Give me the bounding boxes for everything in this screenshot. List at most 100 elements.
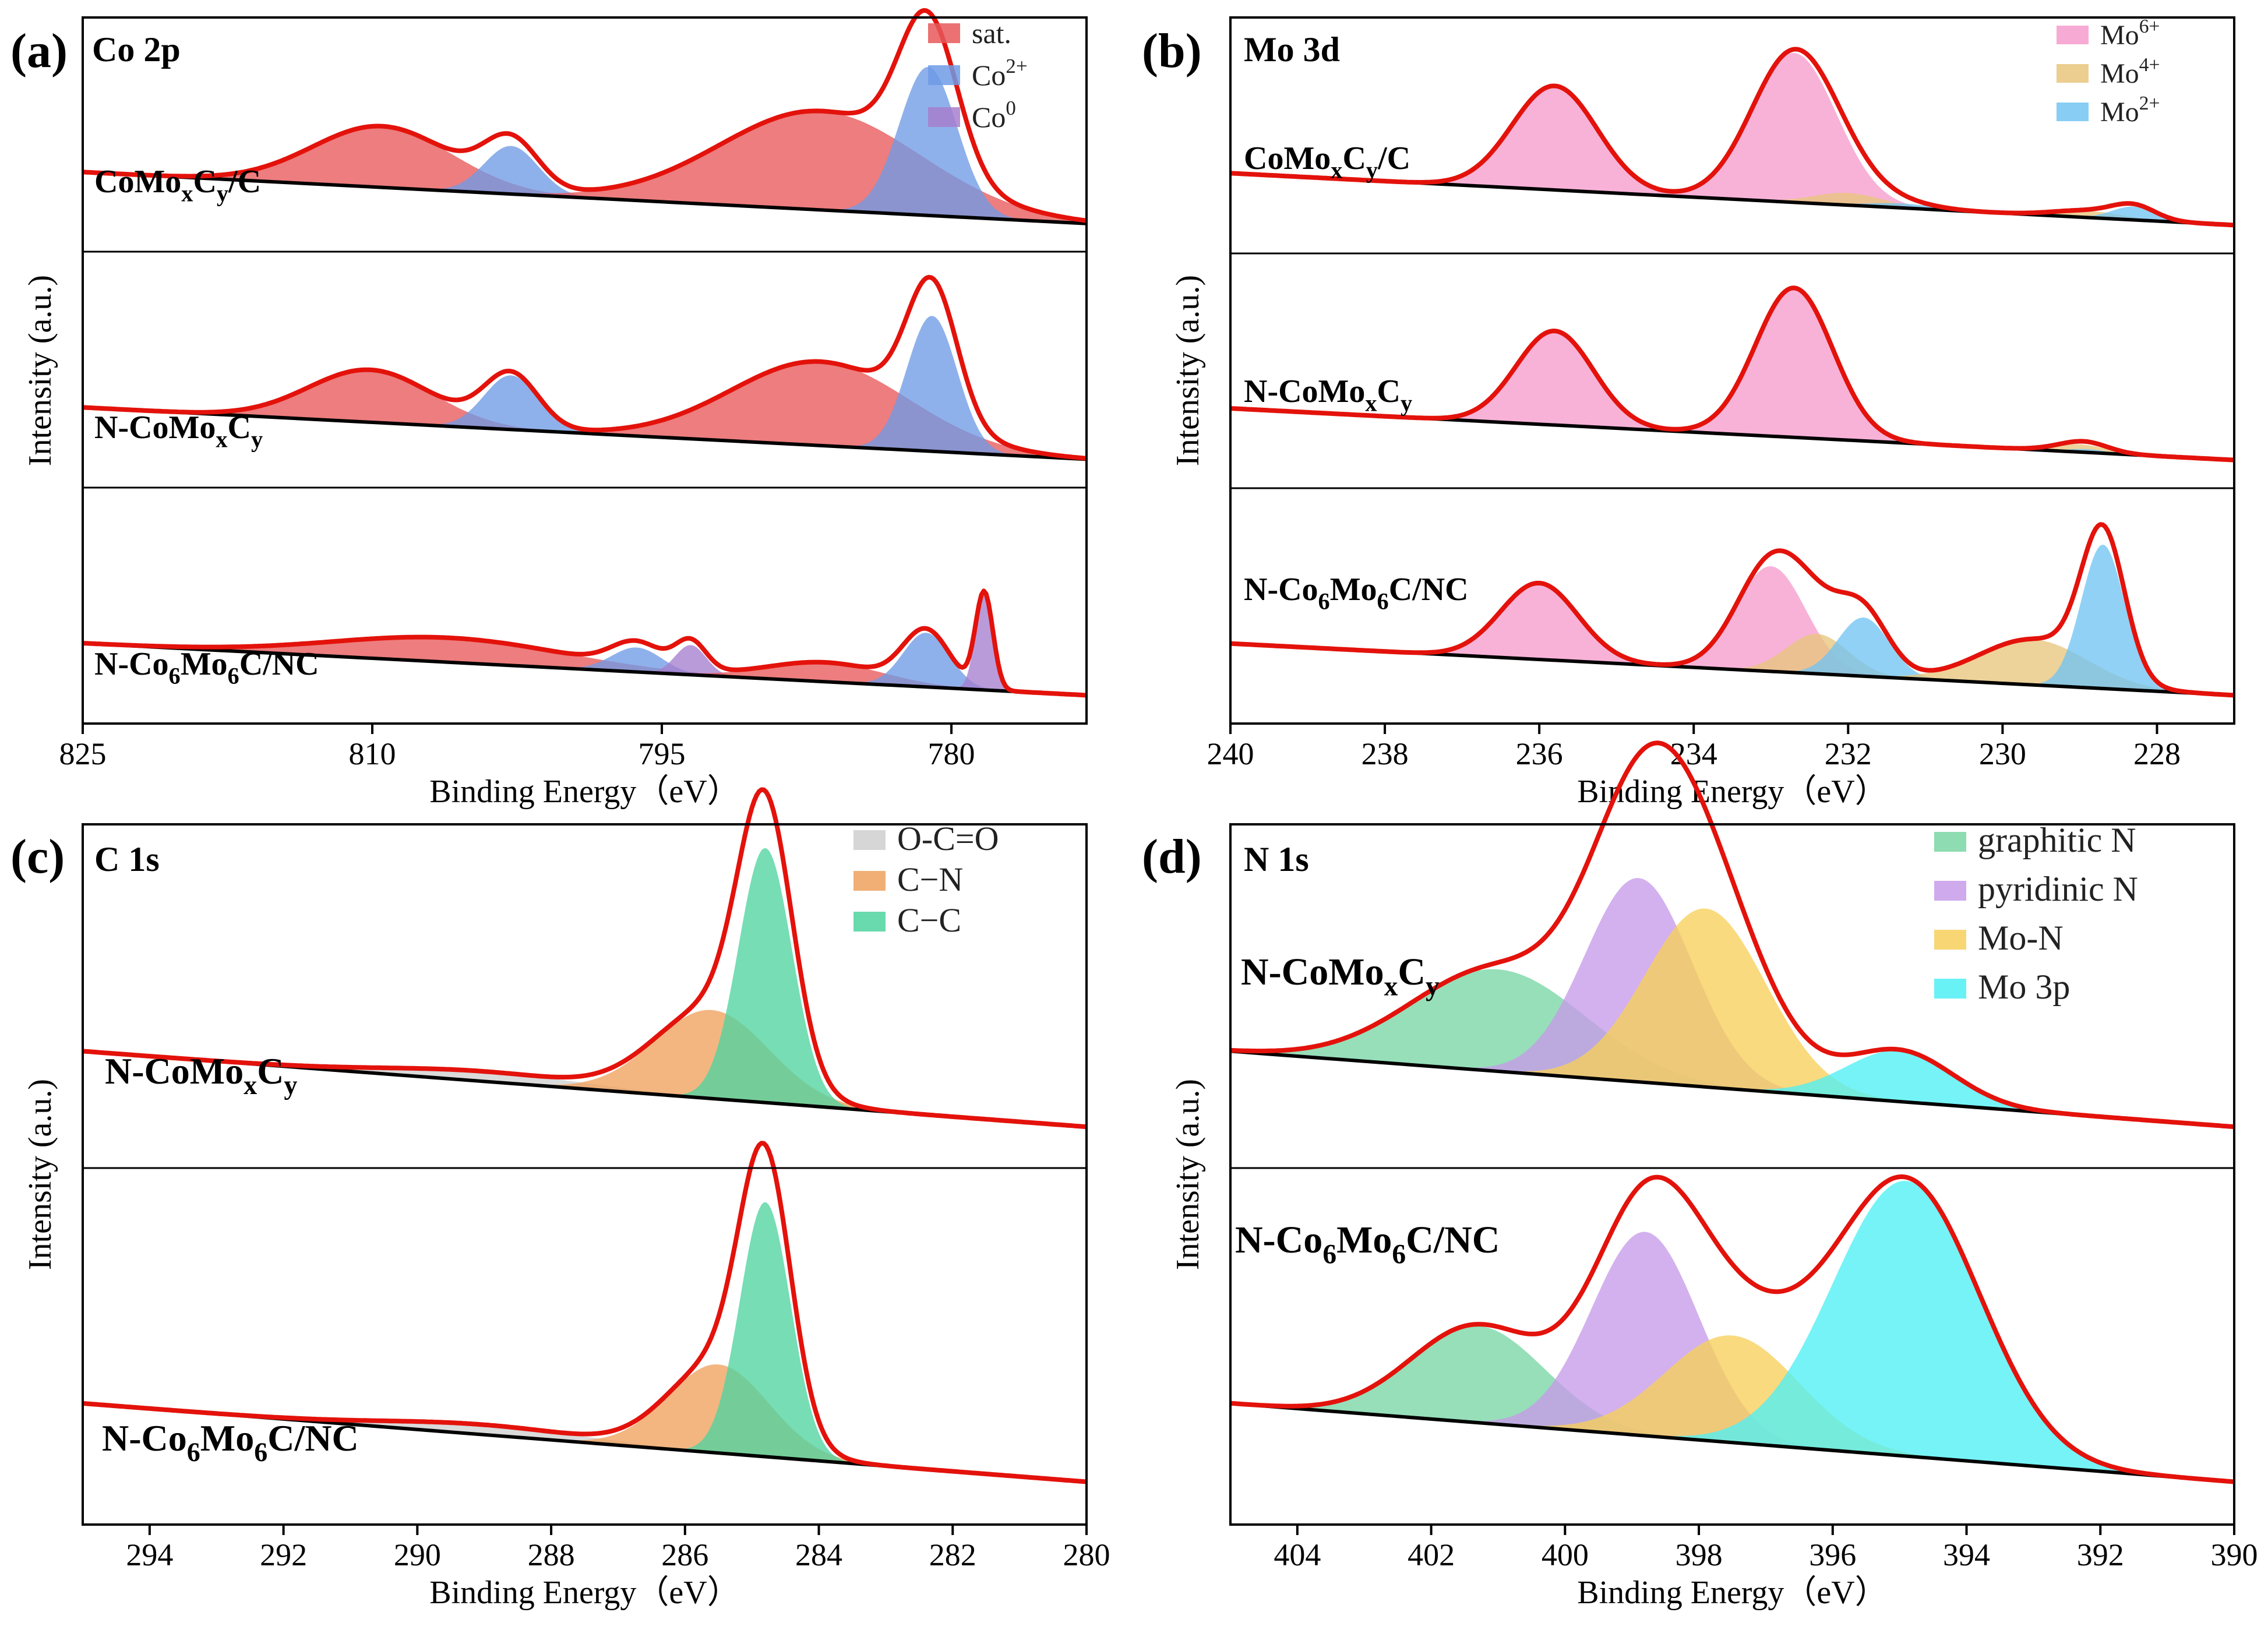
sample-label: N-CoMox​Cy​ xyxy=(1241,951,1440,1001)
x-tick-label: 396 xyxy=(1809,1537,1856,1572)
y-axis-label: Intensity (a.u.) xyxy=(22,275,58,466)
sample-label: N-Co6​Mo6​C/NC xyxy=(94,646,319,689)
fit-envelope xyxy=(82,787,1087,1130)
peak-sat--2 xyxy=(83,111,1087,224)
peak-mo6--1 xyxy=(1230,52,2234,225)
peak-co2--3 xyxy=(83,316,1087,460)
x-tick-label: 238 xyxy=(1361,736,1409,771)
x-axis-label: Binding Energy（eV） xyxy=(429,774,739,810)
x-tick-label: 280 xyxy=(1063,1537,1110,1572)
legend-entry: Co2+​ xyxy=(972,55,1028,91)
panel-d: N-CoMox​Cy​ N-Co6​Mo6​C/NC 404 402 400 398 396… xyxy=(1142,740,2258,1611)
x-tick-label: 282 xyxy=(929,1537,976,1572)
x-tick-label: 810 xyxy=(349,736,396,771)
fit-envelope xyxy=(1230,522,2235,698)
plot-frame xyxy=(82,16,1088,725)
plot-frame xyxy=(82,823,1088,1526)
legend-swatch xyxy=(1934,832,1966,852)
legend-entry: Mo-N xyxy=(1978,919,2064,957)
legend-swatch xyxy=(1934,881,1966,901)
x-axis-label: Binding Energy（eV） xyxy=(429,1575,739,1611)
panel-label: (d) xyxy=(1142,830,1202,884)
x-tick-label: 284 xyxy=(795,1537,842,1572)
peak-graphitic-n-0 xyxy=(1230,969,2234,1127)
legend-swatch xyxy=(928,107,960,127)
peak-sat--0 xyxy=(83,369,1087,460)
peak-mo-3p-3 xyxy=(1230,1181,2234,1482)
x-tick-label: 392 xyxy=(2077,1537,2124,1572)
x-tick-label: 398 xyxy=(1676,1537,1723,1572)
sample-label: N-Co6​Mo6​C/NC xyxy=(102,1417,359,1467)
panel-title: Mo 3d xyxy=(1244,30,1340,69)
legend-swatch xyxy=(928,65,960,85)
legend-swatch xyxy=(853,912,886,932)
x-tick-label: 402 xyxy=(1408,1537,1455,1572)
legend-swatch xyxy=(928,23,960,43)
fit-envelope xyxy=(1230,1174,2235,1484)
panel-title: C 1s xyxy=(94,840,160,879)
y-axis-label: Intensity (a.u.) xyxy=(22,1079,58,1270)
x-tick-label: 404 xyxy=(1274,1537,1321,1572)
background-line xyxy=(82,405,1087,461)
legend-entry: Mo4+​ xyxy=(2100,54,2160,89)
x-tick-label: 780 xyxy=(928,736,975,771)
peak-graphitic-n-0 xyxy=(1230,1325,2234,1482)
y-axis-label: Intensity (a.u.) xyxy=(1170,1079,1206,1270)
sample-label: N-Co6​Mo6​C/NC xyxy=(1235,1219,1500,1269)
legend-entry: Mo 3p xyxy=(1978,968,2070,1006)
x-tick-label: 236 xyxy=(1516,736,1563,771)
x-tick-label: 286 xyxy=(661,1537,708,1572)
panel-a: CoMox​Cy​/C N-CoMox​Cy​ N-Co6​Mo6​C/NC 825 8… xyxy=(10,8,1088,810)
panel-label: (c) xyxy=(10,830,65,884)
background-line xyxy=(82,641,1087,697)
x-tick-label: 400 xyxy=(1542,1537,1589,1572)
legend-swatch xyxy=(1934,979,1966,999)
fit-envelope xyxy=(82,274,1087,461)
x-tick-label: 288 xyxy=(528,1537,575,1572)
y-axis-label: Intensity (a.u.) xyxy=(1170,275,1206,466)
fit-envelope xyxy=(1230,740,2235,1130)
x-tick-label: 390 xyxy=(2211,1537,2258,1572)
legend-swatch xyxy=(2057,64,2089,83)
x-tick-label: 825 xyxy=(59,736,107,771)
x-tick-label: 240 xyxy=(1207,736,1254,771)
x-tick-label: 294 xyxy=(126,1537,173,1572)
plot-frame xyxy=(1229,823,2235,1526)
sample-label: N-CoMox​Cy​ xyxy=(94,410,263,453)
background-line xyxy=(82,170,1087,225)
fit-envelope xyxy=(1230,47,2235,228)
peak-mo6--1 xyxy=(1230,288,2234,460)
legend-entry: Mo6+​ xyxy=(2100,16,2160,51)
legend-entry: O-C=O xyxy=(897,820,999,858)
x-tick-label: 290 xyxy=(394,1537,441,1572)
x-tick-label: 232 xyxy=(1825,736,1872,771)
legend-entry: Mo2+​ xyxy=(2100,93,2160,128)
peak-sat--2 xyxy=(83,361,1087,460)
panel-b: CoMox​Cy​/C N-CoMox​Cy​ N-Co6​Mo6​C/NC 240 2… xyxy=(1142,16,2235,810)
peak-mo-n-2 xyxy=(1230,1335,2234,1482)
legend-entry: sat. xyxy=(972,17,1011,50)
legend-entry: C−C xyxy=(897,901,961,939)
sample-label: CoMox​Cy​/C xyxy=(94,164,261,207)
sample-label: N-CoMox​Cy​ xyxy=(1244,373,1412,417)
x-tick-label: 292 xyxy=(260,1537,307,1572)
peak-co2--3 xyxy=(83,66,1087,224)
peak-sat--0 xyxy=(83,126,1087,224)
x-tick-label: 394 xyxy=(1943,1537,1990,1572)
x-tick-label: 230 xyxy=(1979,736,2026,771)
legend-swatch xyxy=(1934,930,1966,950)
sample-label: N-Co6​Mo6​C/NC xyxy=(1244,571,1469,615)
legend-entry: pyridinic N xyxy=(1978,870,2138,908)
panel-c: N-CoMox​Cy​ N-Co6​Mo6​C/NC 294 292 290 288 286… xyxy=(10,787,1110,1611)
panel-title: Co 2p xyxy=(92,30,181,69)
panel-title: N 1s xyxy=(1244,840,1309,879)
legend-entry: C−N xyxy=(897,860,963,898)
legend-swatch xyxy=(2057,103,2089,121)
fit-envelope xyxy=(82,1141,1087,1484)
panel-label: (a) xyxy=(10,24,68,78)
peak-sat--0 xyxy=(83,637,1087,696)
plot-frame xyxy=(1229,16,2235,725)
legend-swatch xyxy=(853,830,886,850)
x-axis-label: Binding Energy（eV） xyxy=(1577,1575,1887,1611)
legend-swatch xyxy=(2057,26,2089,44)
